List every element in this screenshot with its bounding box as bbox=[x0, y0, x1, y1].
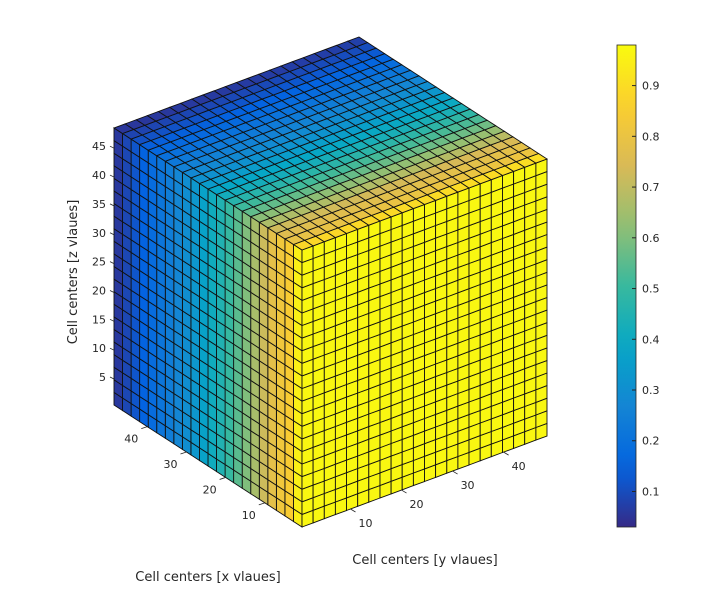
y-axis-label: Cell centers [y vlaues] bbox=[352, 553, 497, 568]
voxel-cells bbox=[113, 36, 548, 528]
colorbar-tick-label: 0.8 bbox=[642, 130, 660, 143]
colorbar-tick-label: 0.6 bbox=[642, 232, 660, 245]
colorbar-tick-label: 0.3 bbox=[642, 384, 660, 397]
x-tick bbox=[258, 502, 265, 506]
z-tick bbox=[109, 261, 115, 264]
z-tick bbox=[109, 347, 115, 351]
z-tick-label: 25 bbox=[92, 256, 106, 269]
z-tick-label: 10 bbox=[92, 342, 106, 355]
z-tick bbox=[109, 145, 115, 149]
colorbar-tick-label: 0.9 bbox=[642, 80, 660, 93]
z-tick-label: 20 bbox=[92, 284, 106, 297]
z-tick-label: 5 bbox=[99, 371, 106, 384]
z-tick bbox=[109, 376, 115, 380]
voxel-face-top bbox=[346, 36, 369, 48]
colorbar-tick-label: 0.5 bbox=[642, 283, 660, 296]
z-tick bbox=[109, 232, 115, 236]
x-tick-label: 40 bbox=[124, 433, 138, 446]
z-tick bbox=[109, 290, 115, 293]
x-tick-label: 30 bbox=[163, 458, 177, 471]
colorbar-tick-label: 0.2 bbox=[642, 435, 660, 448]
axes: 5 10 15 20 25 30 35 40 45 10 20 30 40 10 20 30 40 bbox=[92, 140, 526, 530]
y-tick bbox=[350, 508, 356, 513]
x-tick-label: 20 bbox=[203, 483, 217, 496]
colorbar-tick-label: 0.1 bbox=[642, 485, 660, 498]
z-tick-label: 35 bbox=[92, 198, 106, 211]
y-tick bbox=[503, 451, 509, 456]
z-tick bbox=[109, 318, 115, 322]
z-tick-label: 40 bbox=[92, 169, 106, 182]
x-tick bbox=[141, 426, 148, 429]
y-tick-label: 20 bbox=[410, 498, 424, 511]
y-tick-label: 10 bbox=[358, 517, 372, 530]
z-tick-label: 15 bbox=[92, 313, 106, 326]
z-tick bbox=[109, 203, 115, 207]
y-tick bbox=[401, 489, 407, 494]
colorbar-ticks: 0.1 0.2 0.3 0.4 0.5 0.6 0.7 0.8 0.9 bbox=[632, 80, 660, 498]
y-tick bbox=[452, 470, 458, 475]
x-tick bbox=[180, 451, 187, 455]
z-tick-label: 30 bbox=[92, 227, 106, 240]
y-tick-label: 40 bbox=[512, 460, 526, 473]
x-axis-label: Cell centers [x vlaues] bbox=[135, 570, 280, 585]
colorbar-tick-label: 0.4 bbox=[642, 333, 660, 346]
colorbar-tick-label: 0.7 bbox=[642, 181, 660, 194]
colorbar bbox=[616, 44, 637, 528]
z-tick bbox=[109, 174, 115, 178]
z-tick-label: 45 bbox=[92, 140, 106, 153]
y-tick-label: 30 bbox=[461, 479, 475, 492]
z-axis-label: Cell centers [z vlaues] bbox=[66, 200, 81, 345]
x-tick bbox=[219, 477, 226, 480]
x-tick-label: 10 bbox=[242, 509, 256, 522]
